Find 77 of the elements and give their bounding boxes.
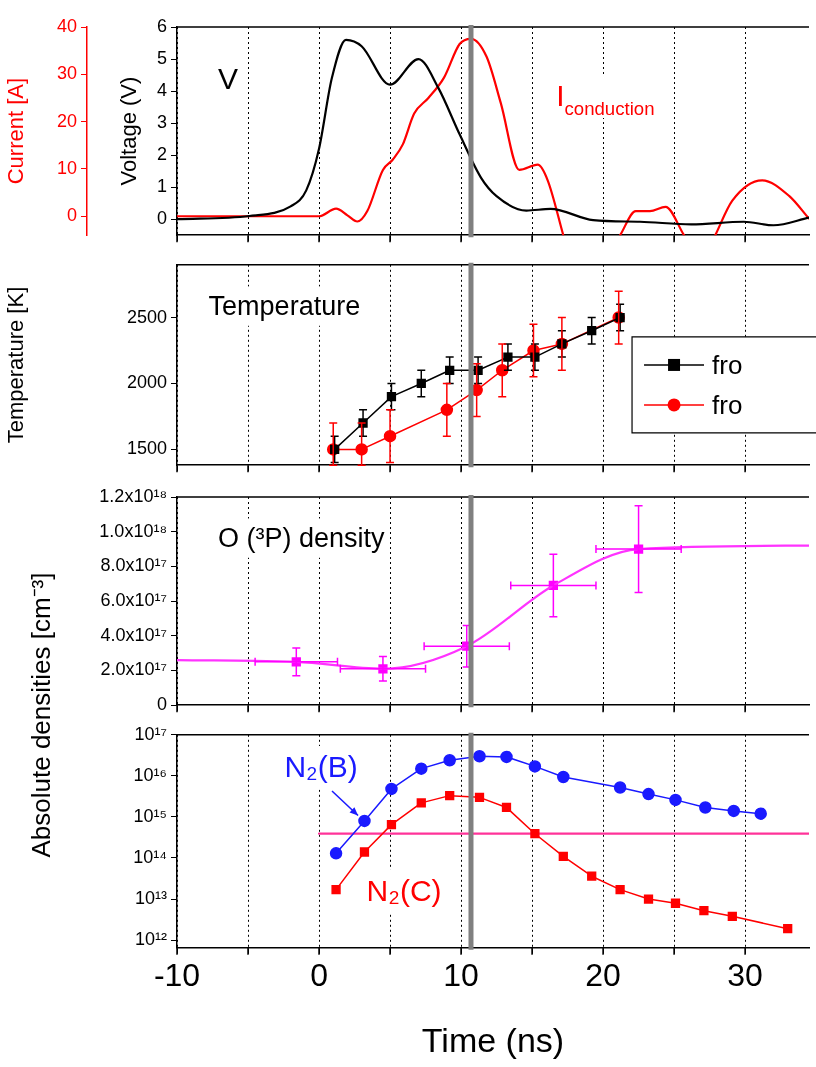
y2-tick-label: 0 (66, 205, 77, 226)
legend-label: fro (712, 349, 743, 380)
y-tick-label: 3 (156, 112, 167, 133)
point (359, 847, 370, 857)
y2-axis-title: Current [A] (3, 77, 29, 185)
y-tick-label: 6 (156, 15, 167, 36)
x-tick-label: 30 (727, 956, 763, 993)
point (329, 847, 343, 860)
point (558, 851, 568, 861)
y-tick-label: 1.0x10¹⁸ (99, 520, 167, 541)
y-tick-label: 5 (156, 48, 167, 68)
point (587, 871, 597, 881)
y-tick-label: 4 (156, 80, 167, 101)
x-tick-label: -10 (153, 956, 201, 993)
y-tick-label: 1500 (126, 438, 167, 459)
point (500, 750, 513, 764)
point (416, 798, 426, 808)
legend-label: fro (712, 389, 743, 420)
annotation: Temperature (208, 290, 361, 321)
point (699, 906, 709, 916)
point (670, 898, 681, 908)
point (358, 814, 371, 828)
x-tick-label: 10 (443, 956, 479, 993)
point (615, 884, 625, 895)
point (754, 807, 767, 820)
y-tick-label: 2000 (126, 372, 167, 393)
point (528, 760, 542, 773)
y-tick-label: 4.0x10¹⁷ (100, 624, 167, 645)
y2-tick-label: 30 (56, 63, 77, 84)
point (415, 762, 428, 775)
point (503, 352, 513, 362)
point (727, 804, 740, 818)
point (445, 791, 455, 801)
y-tick-label: 10¹⁷ (134, 723, 167, 744)
y-tick-label: 1.2x10¹⁸ (99, 485, 167, 506)
x-axis-title: Time (ns) (421, 1020, 565, 1059)
y2-tick-label: 20 (56, 110, 77, 131)
y-axis-title: Absolute densities [cm⁻³] (25, 572, 57, 858)
y-tick-label: 10¹⁶ (133, 764, 167, 785)
point (474, 792, 485, 802)
y-tick-label: 10¹² (134, 929, 167, 950)
y-tick-label: 8.0x10¹⁷ (100, 555, 167, 576)
point (473, 750, 486, 763)
y-tick-label: 0 (156, 694, 167, 715)
x-tick-label: 0 (310, 956, 328, 993)
point (385, 782, 398, 796)
y2-tick-label: 40 (56, 15, 77, 36)
y-tick-label: 1 (156, 176, 167, 197)
point (727, 911, 737, 921)
point (783, 924, 793, 934)
y2-tick-label: 10 (56, 157, 77, 178)
x-tick-label: 20 (585, 956, 621, 993)
y-tick-label: 10¹⁵ (133, 805, 167, 826)
point (643, 894, 654, 904)
point (642, 787, 655, 801)
point (669, 793, 682, 807)
point (501, 802, 512, 813)
y-tick-label: 10¹⁴ (133, 846, 167, 867)
y-tick-label: 0 (156, 208, 167, 229)
y-tick-label: 10¹³ (134, 888, 167, 909)
y-tick-label: 2.0x10¹⁷ (100, 659, 167, 680)
point (699, 801, 712, 814)
y-tick-label: 6.0x10¹⁷ (100, 590, 167, 611)
y-tick-label: 2 (156, 144, 167, 165)
y-axis-title: Temperature [K] (3, 286, 29, 444)
point (386, 819, 397, 830)
series-label: N₂(B) (284, 750, 358, 784)
point (331, 884, 341, 895)
point (530, 829, 540, 839)
annotation: O (³P) density (218, 522, 386, 553)
y-tick-label: 2500 (126, 306, 167, 327)
point (443, 754, 456, 767)
point (557, 770, 570, 784)
text: V (218, 62, 239, 96)
point (613, 781, 627, 794)
series-label: N₂(C) (366, 873, 442, 907)
y-axis-title: Voltage (V) (116, 76, 142, 186)
